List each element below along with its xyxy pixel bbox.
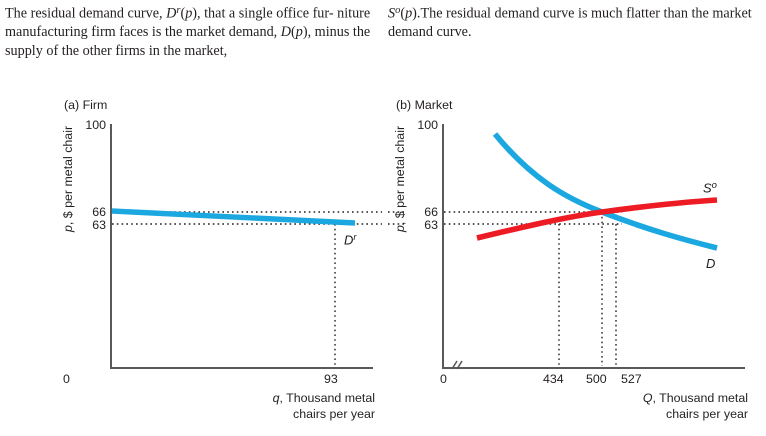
curve-label-other-firms-supply-symbol: S bbox=[703, 180, 712, 196]
curve-label-other-firms-supply: So bbox=[703, 180, 717, 195]
panel-a-x-axis-label: q, Thousand metal chairs per year bbox=[230, 391, 375, 422]
panel-b-xtick-434: 434 bbox=[543, 372, 564, 386]
panel-b-y-axis bbox=[442, 124, 444, 369]
panel-a-x-axis bbox=[110, 367, 373, 369]
panel-a-x-axis-label-line2: chairs per year bbox=[293, 406, 375, 421]
panel-b-ytick-100: 100 bbox=[417, 118, 438, 132]
caption-left-column: The residual demand curve, Dr(p), that a… bbox=[5, 5, 371, 59]
panel-a-ytick-100: 100 bbox=[85, 118, 106, 132]
panel-b-ytick-63: 63 bbox=[424, 218, 438, 232]
panel-a-y-axis-label-symbol: p bbox=[61, 225, 75, 232]
panel-b-xtick-527: 527 bbox=[621, 372, 642, 386]
panel-a-xtick-93: 93 bbox=[324, 372, 338, 386]
panel-b-x-axis bbox=[442, 367, 745, 369]
caption-right-column: So(p).The residual demand curve is much … bbox=[388, 5, 752, 40]
curve-label-market-demand: D bbox=[706, 256, 716, 271]
panel-b-x-axis-label: Q, Thousand metal chairs per year bbox=[600, 391, 748, 422]
panel-a-xtick-0: 0 bbox=[63, 372, 70, 386]
axis-break-hatch-icon bbox=[451, 360, 463, 370]
panel-b-y-axis-label: p, $ per metal chair bbox=[393, 126, 407, 232]
panel-b-title: (b) Market bbox=[396, 98, 453, 112]
panel-b-x-axis-label-line2: chairs per year bbox=[666, 406, 748, 421]
panel-b-ytick-66: 66 bbox=[424, 205, 438, 219]
panel-b-x-axis-label-line1: , Thousand metal bbox=[652, 391, 748, 405]
curve-residual-demand-dr bbox=[111, 208, 356, 226]
panel-a-y-axis-label-rest: , $ per metal chair bbox=[61, 125, 75, 226]
panel-a-title: (a) Firm bbox=[64, 98, 108, 112]
curve-other-firms-supply-so bbox=[476, 197, 718, 241]
panel-a-x-axis-label-symbol: q bbox=[272, 391, 280, 405]
panel-b-x-axis-label-symbol: Q bbox=[642, 391, 653, 405]
curve-label-residual-demand-symbol: D bbox=[344, 232, 354, 248]
panel-b-y-axis-label-rest: , $ per metal chair bbox=[393, 125, 407, 226]
curve-label-residual-demand-superscript: r bbox=[353, 232, 357, 243]
curve-label-residual-demand: Dr bbox=[344, 232, 357, 247]
panel-a-y-axis bbox=[110, 124, 112, 369]
panel-b-y-axis-label-symbol: p bbox=[393, 225, 407, 232]
panel-a-y-axis-label: p, $ per metal chair bbox=[61, 126, 75, 232]
curve-label-other-firms-supply-superscript: o bbox=[711, 180, 717, 191]
panel-a-x-axis-label-line1: , Thousand metal bbox=[279, 391, 375, 405]
panel-a-ytick-66: 66 bbox=[92, 205, 106, 219]
curve-market-demand-d bbox=[492, 132, 718, 251]
panel-b-xtick-0: 0 bbox=[440, 372, 447, 386]
panel-b-xtick-500: 500 bbox=[586, 372, 607, 386]
panel-a-ytick-63: 63 bbox=[92, 218, 106, 232]
